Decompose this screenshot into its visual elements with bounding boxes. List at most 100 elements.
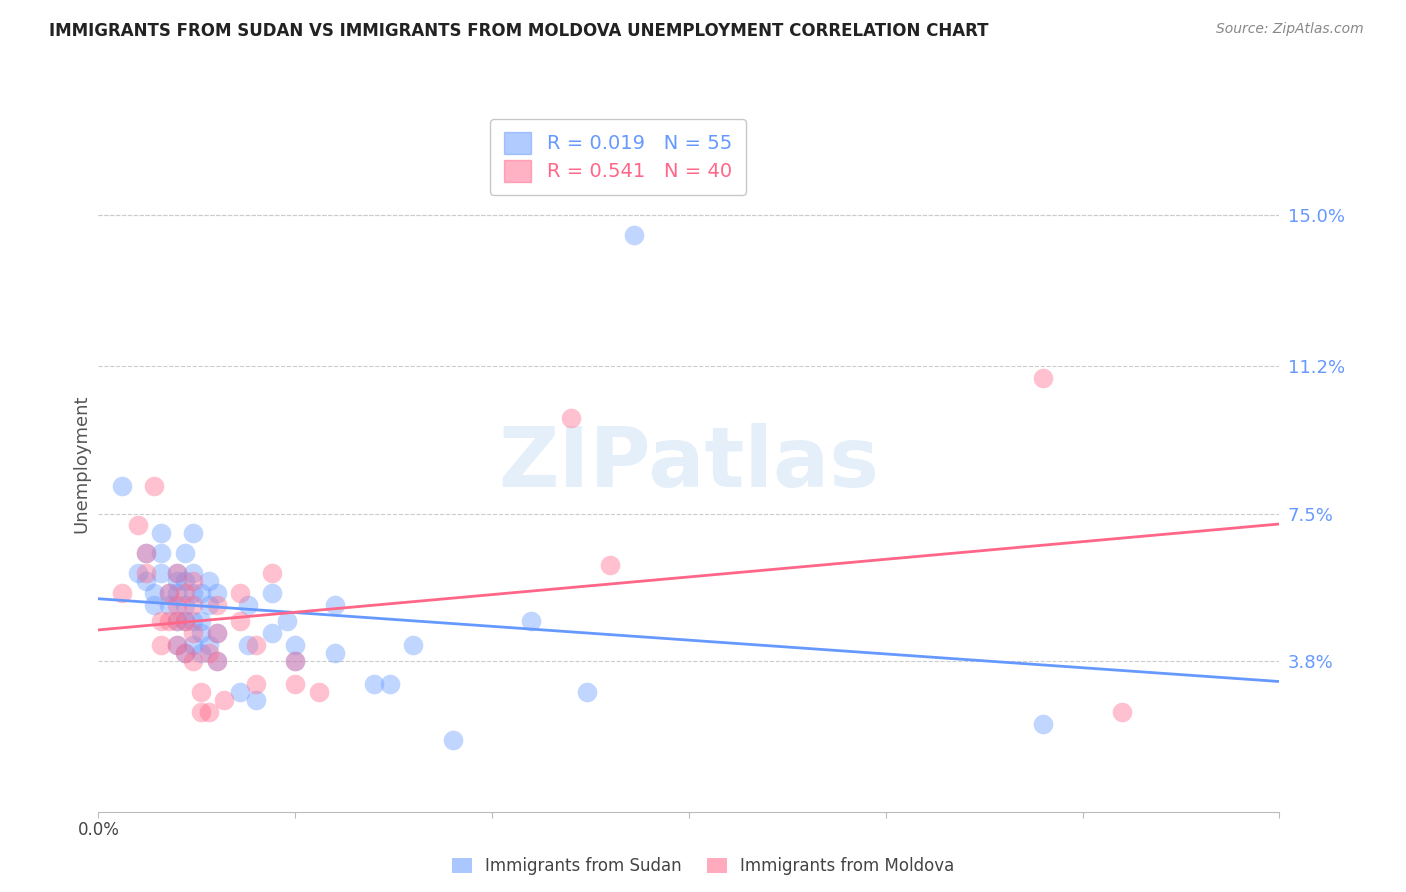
Point [111,586,134,600]
Point [150,638,173,652]
Point [190,614,212,628]
Point [135,566,157,581]
Point [157,614,180,628]
Point [205,654,228,668]
Point [166,598,188,612]
Point [135,546,157,560]
Point [402,638,425,652]
Point [142,598,165,612]
Point [190,586,212,600]
Point [245,638,267,652]
Point [150,566,173,581]
Point [1111,706,1133,720]
Point [157,586,180,600]
Legend: R = 0.019   N = 55, R = 0.541   N = 40: R = 0.019 N = 55, R = 0.541 N = 40 [491,119,745,195]
Point [166,614,188,628]
Legend: Immigrants from Sudan, Immigrants from Moldova: Immigrants from Sudan, Immigrants from M… [443,849,963,884]
Point [205,654,228,668]
Point [205,625,228,640]
Point [284,677,307,691]
Point [236,598,259,612]
Point [323,646,346,660]
Point [284,638,307,652]
Point [236,638,259,652]
Point [174,586,197,600]
Point [205,586,228,600]
Point [174,546,197,560]
Point [575,685,598,699]
Point [142,479,165,493]
Point [150,526,173,541]
Point [127,518,149,533]
Point [260,625,283,640]
Point [214,693,236,707]
Point [181,654,204,668]
Point [197,638,219,652]
Point [323,598,346,612]
Point [205,625,228,640]
Point [135,546,157,560]
Point [205,598,228,612]
Point [245,693,267,707]
Point [284,654,307,668]
Point [520,614,543,628]
Point [197,646,219,660]
Point [150,614,173,628]
Point [166,638,188,652]
Point [190,685,212,699]
Point [229,586,252,600]
Point [1032,371,1054,385]
Text: ZIPatlas: ZIPatlas [499,424,879,504]
Point [157,586,180,600]
Point [166,574,188,588]
Point [181,638,204,652]
Y-axis label: Unemployment: Unemployment [72,394,90,533]
Point [150,546,173,560]
Point [197,598,219,612]
Point [181,526,204,541]
Point [229,614,252,628]
Point [174,614,197,628]
Point [190,706,212,720]
Point [260,586,283,600]
Point [166,586,188,600]
Point [181,614,204,628]
Point [245,677,267,691]
Text: 0.0%: 0.0% [77,821,120,838]
Point [284,654,307,668]
Point [174,614,197,628]
Point [174,598,197,612]
Point [135,574,157,588]
Point [181,598,204,612]
Point [363,677,385,691]
Point [127,566,149,581]
Text: IMMIGRANTS FROM SUDAN VS IMMIGRANTS FROM MOLDOVA UNEMPLOYMENT CORRELATION CHART: IMMIGRANTS FROM SUDAN VS IMMIGRANTS FROM… [49,22,988,40]
Point [623,228,645,243]
Point [142,586,165,600]
Point [276,614,298,628]
Point [1032,717,1054,731]
Point [378,677,401,691]
Point [174,574,197,588]
Point [190,625,212,640]
Point [166,614,188,628]
Point [157,598,180,612]
Point [181,586,204,600]
Point [166,566,188,581]
Point [181,574,204,588]
Point [441,733,464,747]
Point [166,566,188,581]
Point [174,646,197,660]
Point [599,558,621,573]
Point [181,566,204,581]
Point [229,685,252,699]
Point [308,685,330,699]
Point [166,638,188,652]
Point [174,646,197,660]
Point [260,566,283,581]
Text: Source: ZipAtlas.com: Source: ZipAtlas.com [1216,22,1364,37]
Point [111,479,134,493]
Point [197,574,219,588]
Point [560,411,582,425]
Point [190,646,212,660]
